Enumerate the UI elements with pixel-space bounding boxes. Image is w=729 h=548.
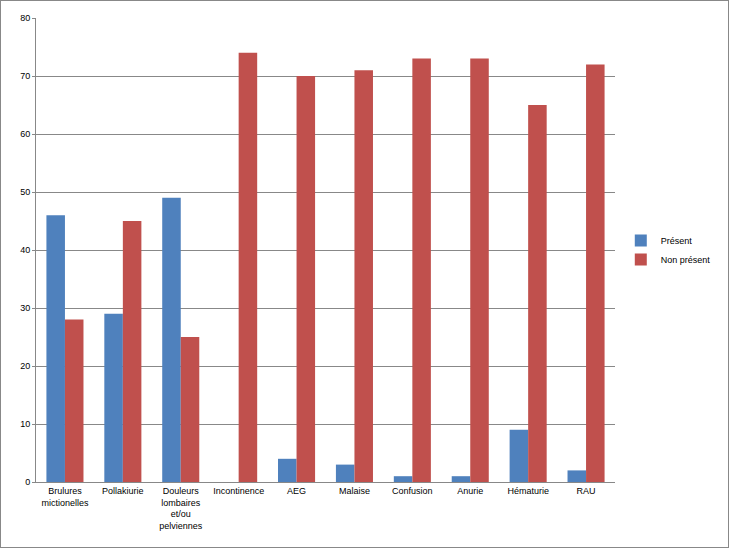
svg-text:Malaise: Malaise [339, 486, 370, 496]
svg-text:Anurie: Anurie [457, 486, 483, 496]
svg-text:60: 60 [20, 129, 30, 139]
svg-text:0: 0 [25, 477, 30, 487]
svg-text:30: 30 [20, 303, 30, 313]
svg-text:Douleurslombaireset/oupelvienn: Douleurslombaireset/oupelviennes [159, 486, 203, 531]
svg-text:70: 70 [20, 71, 30, 81]
svg-text:Incontinence: Incontinence [213, 486, 264, 496]
svg-text:Pollakiurie: Pollakiurie [102, 486, 144, 496]
svg-text:20: 20 [20, 361, 30, 371]
svg-text:Présent: Présent [661, 236, 693, 246]
svg-text:Confusion: Confusion [392, 486, 433, 496]
svg-text:AEG: AEG [287, 486, 306, 496]
svg-text:40: 40 [20, 245, 30, 255]
svg-text:50: 50 [20, 187, 30, 197]
svg-text:RAU: RAU [577, 486, 596, 496]
svg-text:80: 80 [20, 13, 30, 23]
svg-text:Hématurie: Hématurie [507, 486, 549, 496]
svg-text:Non présent: Non présent [661, 255, 711, 265]
svg-text:10: 10 [20, 419, 30, 429]
svg-text:Bruluresmictionelles: Bruluresmictionelles [41, 486, 89, 508]
